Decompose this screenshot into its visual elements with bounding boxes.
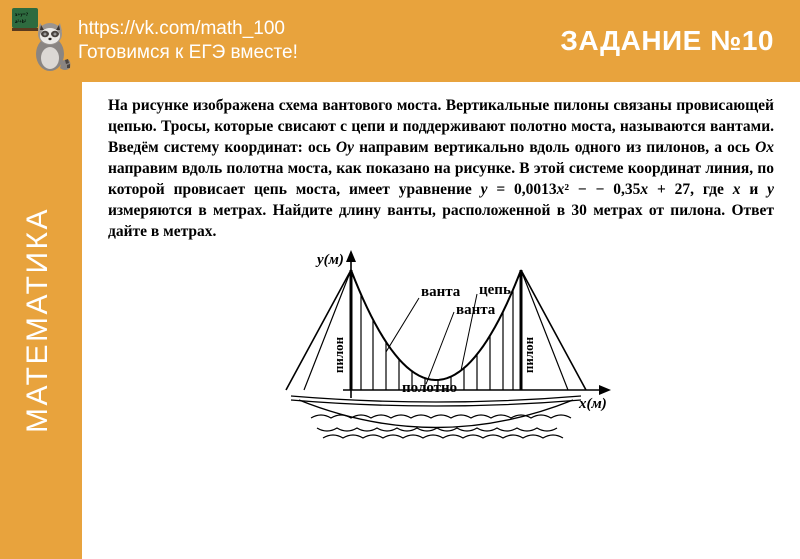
svg-text:a²+b²: a²+b²	[15, 19, 27, 25]
svg-text:ванта: ванта	[456, 302, 496, 318]
svg-text:полотно: полотно	[402, 380, 457, 396]
sidebar-label: МАТЕМАТИКА	[21, 207, 55, 433]
content-area: На рисунке изображена схема вантового мо…	[82, 82, 800, 559]
problem-text: На рисунке изображена схема вантового мо…	[108, 96, 774, 242]
bridge-diagram: y(м) x(м) цепь ванта ванта полотно пилон пилон	[261, 250, 621, 455]
mascot-icon: x+y=? a²+b²	[10, 6, 72, 76]
svg-text:ванта: ванта	[421, 284, 461, 300]
diagram-container: y(м) x(м) цепь ванта ванта полотно пилон пилон	[108, 250, 774, 455]
header-text: https://vk.com/math_100 Готовимся к ЕГЭ …	[78, 17, 298, 65]
header-subtitle: Готовимся к ЕГЭ вместе!	[78, 41, 298, 65]
task-title: ЗАДАНИЕ №10	[560, 25, 774, 57]
header-url: https://vk.com/math_100	[78, 17, 298, 41]
svg-text:x(м): x(м)	[578, 396, 607, 412]
svg-text:пилон: пилон	[521, 337, 536, 374]
svg-text:y(м): y(м)	[315, 252, 344, 268]
svg-text:цепь: цепь	[479, 282, 511, 298]
svg-text:пилон: пилон	[331, 337, 346, 374]
sidebar: МАТЕМАТИКА	[0, 82, 82, 559]
svg-text:x+y=?: x+y=?	[15, 13, 29, 18]
header-bar: x+y=? a²+b² https://vk.com/math_	[0, 0, 800, 82]
